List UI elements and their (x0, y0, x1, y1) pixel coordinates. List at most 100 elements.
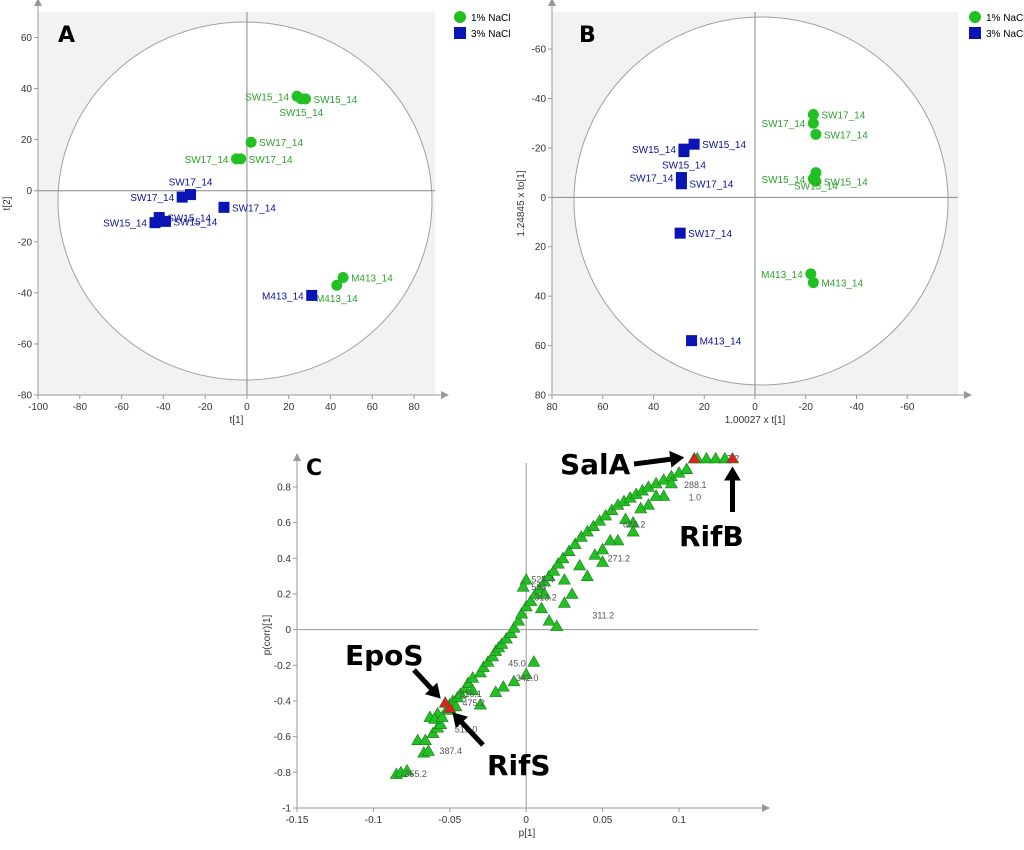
variable-triangle (626, 524, 640, 537)
data-point-square (159, 215, 171, 227)
x-tick-label: 40 (648, 402, 660, 413)
data-point-square (675, 172, 687, 184)
panel-a: -100 -80 -60 -40 -20 0 20 40 60 80-80-60-40-20020… (2, 0, 510, 426)
legend-marker-circle (454, 11, 466, 23)
variable-label: 355.2 (404, 769, 427, 779)
variable-triangle (538, 587, 552, 599)
variable-triangle (527, 655, 541, 667)
y-tick-label: -0.6 (274, 732, 292, 743)
point-label: SW17_14 (249, 155, 293, 166)
variable-triangle (596, 555, 610, 567)
point-label: SW15_14 (824, 177, 868, 188)
variable-triangle (550, 619, 564, 631)
data-point-square (218, 201, 230, 213)
variable-label: 45.0 (508, 659, 526, 669)
data-point-circle (331, 279, 343, 291)
y-tick-label: 0.8 (277, 483, 291, 494)
point-label: SW15_14 (279, 108, 323, 119)
data-point-circle (295, 93, 307, 105)
y-tick-label: 60 (21, 33, 33, 44)
point-label: SW17_14 (688, 229, 732, 240)
y-tick-label: 20 (21, 135, 33, 146)
data-point-square (176, 191, 188, 203)
variable-triangle (507, 674, 521, 687)
x-tick-label: 60 (597, 402, 609, 413)
callout-rifb-arrow-head (724, 466, 741, 481)
panel-letter: A (58, 23, 75, 48)
variable-triangle (649, 489, 663, 501)
legend-marker-square (969, 27, 981, 39)
variable-triangle (580, 569, 594, 581)
data-point-circle (807, 117, 819, 129)
y-tick-label: 40 (21, 84, 33, 95)
point-label: SW17_14 (130, 193, 174, 204)
hotelling-ellipse (573, 16, 949, 386)
variable-label: 342.0 (516, 673, 539, 683)
y-tick-label: -40 (532, 94, 547, 105)
x-axis-arrow (762, 804, 770, 812)
panel-letter: C (306, 456, 322, 481)
variable-triangle (664, 476, 678, 489)
variable-triangle (534, 601, 548, 614)
variable-triangle (557, 596, 571, 608)
point-label: M413_14 (262, 291, 304, 302)
x-axis-label: 1.00027 x t[1] (725, 415, 786, 426)
point-label: SW15_14 (103, 219, 147, 230)
point-label: SW15_14 (632, 145, 676, 156)
highlighted-sala-triangle (687, 451, 701, 464)
point-label: SW15_14 (167, 214, 211, 225)
x-tick-label: -40 (156, 402, 171, 413)
y-axis-arrow (293, 453, 301, 461)
variable-triangle (596, 542, 610, 555)
variable-label: 313.2 (534, 593, 557, 603)
point-label: SW15_14 (662, 161, 706, 172)
callout-epos: EpoS (345, 639, 424, 672)
x-tick-label: 80 (546, 402, 558, 413)
variable-triangle (680, 462, 694, 474)
legend-label: 1% NaCl (471, 13, 510, 24)
variable-triangle (568, 537, 582, 549)
point-label: SW15_14 (794, 182, 838, 193)
y-tick-label: 40 (535, 292, 547, 303)
data-point-square (678, 146, 690, 158)
variable-label: 563 (531, 582, 546, 592)
variable-label: 679.2 (623, 519, 646, 529)
variable-triangle (512, 614, 526, 626)
y-tick-label: 0.6 (277, 518, 291, 529)
variable-triangle (573, 558, 587, 571)
data-point-square (675, 178, 687, 190)
x-tick-label: -0.05 (438, 815, 461, 826)
x-tick-label: 0 (523, 815, 529, 826)
point-label: M413_14 (316, 294, 358, 305)
data-point-square (674, 227, 686, 239)
x-tick-label: -80 (73, 402, 88, 413)
data-point-circle (807, 109, 819, 121)
variable-triangle (507, 621, 521, 633)
variable-triangle (496, 680, 510, 692)
variable-triangle (435, 710, 449, 722)
point-label: M413_14 (700, 337, 742, 348)
callout-sala: SalA (560, 448, 631, 481)
y-tick-label: 60 (535, 341, 547, 352)
y-axis-arrow (548, 0, 556, 6)
y-tick-label: -60 (532, 45, 547, 56)
plot-background (297, 463, 758, 808)
callout-rifs-arrow-head (452, 712, 469, 729)
point-label: SW17_14 (259, 138, 303, 149)
y-tick-label: -0.4 (274, 697, 292, 708)
x-tick-label: 0.1 (672, 815, 686, 826)
point-label: SW15_14 (245, 92, 289, 103)
legend-label: 3% NaCl (986, 29, 1024, 40)
data-point-circle (235, 153, 247, 165)
x-tick-label: 80 (409, 402, 421, 413)
y-tick-label: 0.2 (277, 590, 291, 601)
variable-triangle (709, 451, 723, 464)
point-label: SW17_14 (629, 174, 673, 185)
callout-rifs: RifS (487, 749, 551, 782)
legend-marker-circle (969, 11, 981, 23)
data-point-square (185, 189, 197, 201)
y-axis-label: t[2] (2, 196, 13, 210)
x-tick-label: -60 (900, 402, 915, 413)
variable-triangle (556, 551, 570, 564)
